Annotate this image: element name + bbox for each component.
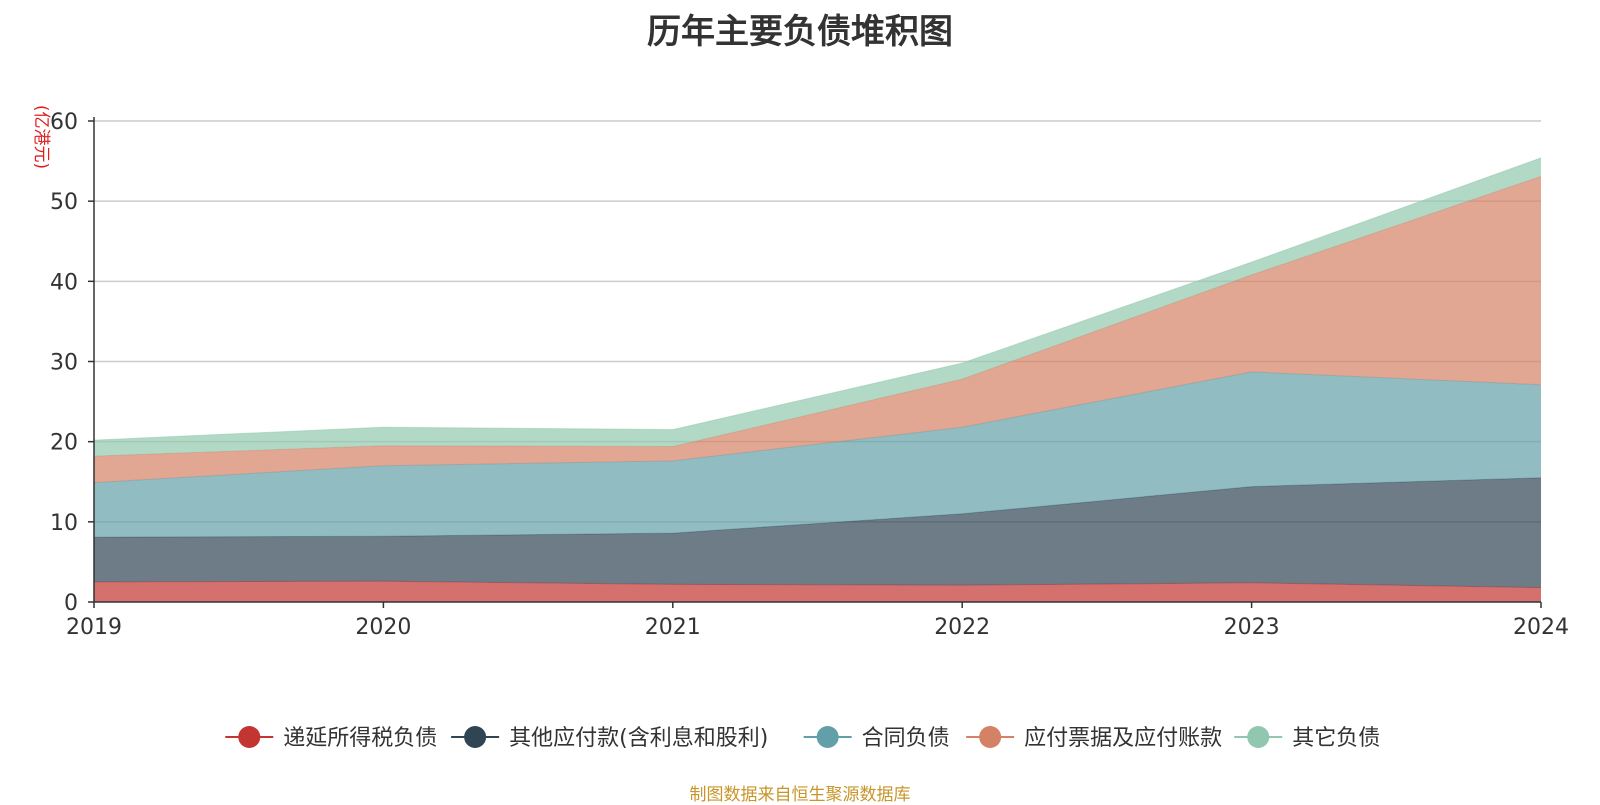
x-tick-label: 2023 [1224, 615, 1280, 640]
legend-marker-2 [816, 726, 839, 748]
series-edge-4 [93, 157, 1542, 441]
legend-marker-0 [238, 726, 261, 748]
area-series [93, 157, 1542, 602]
legend-label-0: 递延所得税负债 [283, 726, 437, 751]
legend: 递延所得税负债 其他应付款(含利息和股利) 合同负债 应付票据及应付账款 其它负债 [225, 726, 1380, 751]
y-tick-label: 40 [50, 270, 78, 295]
y-tick-label: 30 [50, 351, 78, 376]
source-note: 制图数据来自恒生聚源数据库 [689, 785, 911, 805]
x-tick-label: 2021 [645, 615, 701, 640]
area-series-2 [94, 371, 1541, 538]
area-series-3 [94, 176, 1541, 483]
legend-label-2: 合同负债 [862, 726, 950, 751]
legend-marker-3 [979, 726, 1002, 748]
x-tick-label: 2019 [66, 615, 122, 640]
legend-marker-4 [1247, 726, 1270, 748]
legend-label-1: 其他应付款(含利息和股利) [509, 726, 768, 751]
x-tick-label: 2020 [355, 615, 411, 640]
y-tick-label: 20 [50, 431, 78, 456]
y-tick-label: 50 [50, 190, 78, 215]
legend-label-4: 其它负债 [1292, 726, 1380, 751]
legend-marker-1 [464, 726, 487, 748]
y-tick-label: 0 [64, 591, 78, 616]
x-tick-label: 2024 [1513, 615, 1569, 640]
y-tick-label: 60 [50, 110, 78, 135]
x-tick-label: 2022 [934, 615, 990, 640]
y-unit-label: (亿港元) [31, 105, 51, 169]
area-series-1 [94, 477, 1541, 588]
area-series-0 [94, 581, 1541, 602]
y-tick-label: 10 [50, 511, 78, 536]
legend-label-3: 应付票据及应付账款 [1024, 726, 1222, 751]
axes: 0 10 20 30 40 50 60 2019 2020 2021 2022 2023 2024 (亿港… [31, 105, 1569, 640]
chart-title: 历年主要负债堆积图 [647, 12, 953, 52]
